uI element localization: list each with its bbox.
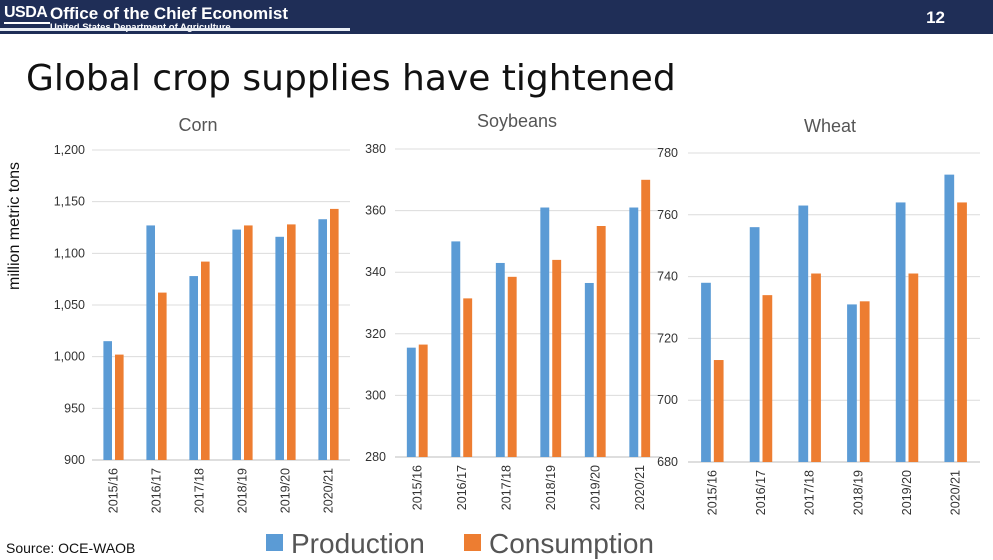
department-name: United States Department of Agriculture: [50, 22, 231, 33]
soybeans-y-tick-label: 280: [365, 450, 386, 464]
corn-bar-consumption: [201, 261, 210, 460]
corn-y-tick-label: 1,050: [54, 298, 85, 312]
corn-bar-consumption: [330, 208, 339, 460]
legend-label-production: Production: [291, 528, 425, 559]
soybeans-x-tick-label: 2020/21: [633, 465, 647, 510]
soybeans-bar-production: [629, 207, 639, 457]
corn-bar-production: [189, 276, 198, 460]
legend-item-consumption: Consumption: [464, 528, 654, 560]
wheat-y-tick-label: 740: [657, 270, 678, 284]
wheat-x-tick-label: 2016/17: [754, 470, 768, 515]
corn-bar-production: [103, 341, 112, 460]
source-note: Source: OCE-WAOB: [6, 540, 136, 556]
soybeans-y-tick-label: 360: [365, 204, 386, 218]
corn-x-tick-label: 2016/17: [150, 468, 164, 513]
wheat-bar-consumption: [762, 295, 773, 462]
soybeans-bar-consumption: [596, 226, 606, 457]
soybeans-bar-consumption: [418, 344, 428, 457]
soybeans-x-tick-label: 2015/16: [410, 465, 424, 510]
soybeans-bar-production: [406, 347, 416, 457]
corn-bar-production: [275, 236, 284, 460]
office-name: Office of the Chief Economist: [50, 4, 289, 23]
soybeans-x-tick-label: 2018/19: [544, 465, 558, 510]
soybeans-bar-production: [584, 282, 594, 457]
corn-y-tick-label: 950: [64, 401, 85, 415]
soybeans-y-tick-label: 380: [365, 142, 386, 156]
wheat-bar-consumption: [957, 202, 967, 462]
corn-chart-title: Corn: [178, 115, 217, 135]
corn-y-tick-label: 1,200: [54, 143, 85, 157]
wheat-bar-production: [944, 174, 955, 462]
wheat-x-tick-label: 2017/18: [803, 470, 817, 515]
soybeans-bar-consumption: [641, 179, 651, 458]
page-number: 12: [926, 8, 945, 27]
wheat-bar-consumption: [713, 360, 724, 462]
soybeans-bar-consumption: [507, 276, 517, 457]
soybeans-bar-production: [540, 207, 550, 457]
wheat-bar-consumption: [811, 273, 821, 462]
wheat-bar-production: [895, 202, 906, 462]
corn-bar-consumption: [158, 292, 167, 460]
corn-x-tick-label: 2020/21: [322, 468, 336, 513]
banner-stripe: [0, 28, 350, 31]
wheat-x-tick-label: 2018/19: [851, 470, 865, 515]
corn-x-tick-label: 2015/16: [107, 468, 121, 513]
corn-y-tick-label: 900: [64, 453, 85, 467]
wheat-bar-consumption: [908, 273, 919, 462]
wheat-bar-consumption: [859, 301, 870, 462]
soybeans-x-tick-label: 2017/18: [499, 465, 513, 510]
logo-underline: [4, 22, 50, 24]
soybeans-bar-consumption: [463, 298, 473, 457]
corn-x-tick-label: 2019/20: [279, 468, 293, 513]
corn-bar-production: [232, 229, 241, 460]
legend-item-production: Production: [266, 528, 425, 560]
corn-y-tick-label: 1,150: [54, 195, 85, 209]
wheat-y-tick-label: 780: [657, 146, 678, 160]
legend-label-consumption: Consumption: [489, 528, 654, 559]
soybeans-bar-production: [495, 262, 505, 457]
soybeans-bar-consumption: [552, 259, 562, 457]
usda-logo-text: USDA: [4, 4, 48, 21]
wheat-bar-production: [798, 205, 809, 462]
corn-x-tick-label: 2017/18: [193, 468, 207, 513]
soybeans-chart-title: Soybeans: [477, 111, 557, 131]
wheat-y-tick-label: 760: [657, 208, 678, 222]
corn-bar-consumption: [287, 224, 296, 460]
corn-bar-consumption: [115, 354, 124, 460]
wheat-y-tick-label: 700: [657, 393, 678, 407]
legend-swatch-production: [266, 534, 283, 552]
corn-y-tick-label: 1,100: [54, 246, 85, 260]
corn-x-tick-label: 2018/19: [236, 468, 250, 513]
wheat-chart-title: Wheat: [804, 116, 856, 136]
wheat-bar-production: [847, 304, 857, 462]
slide-title: Global crop supplies have tightened: [26, 58, 676, 99]
corn-bar-production: [146, 225, 155, 460]
corn-bar-production: [318, 219, 327, 460]
soybeans-bar-production: [451, 241, 461, 457]
corn-bar-consumption: [244, 225, 253, 460]
soybeans-x-tick-label: 2019/20: [588, 465, 602, 510]
soybeans-y-tick-label: 340: [365, 265, 386, 279]
wheat-x-tick-label: 2015/16: [705, 470, 719, 515]
wheat-x-tick-label: 2019/20: [900, 470, 914, 515]
soybeans-y-tick-label: 320: [365, 327, 386, 341]
corn-y-tick-label: 1,000: [54, 350, 85, 364]
wheat-y-tick-label: 680: [657, 455, 678, 469]
wheat-y-tick-label: 720: [657, 331, 678, 345]
soybeans-y-tick-label: 300: [365, 388, 386, 402]
wheat-x-tick-label: 2020/21: [949, 470, 963, 515]
legend-swatch-consumption: [464, 534, 481, 552]
usda-logo: USDA Office of the Chief Economist Unite…: [4, 2, 394, 33]
wheat-bar-production: [749, 227, 760, 462]
soybeans-x-tick-label: 2016/17: [455, 465, 469, 510]
wheat-bar-production: [701, 282, 711, 462]
